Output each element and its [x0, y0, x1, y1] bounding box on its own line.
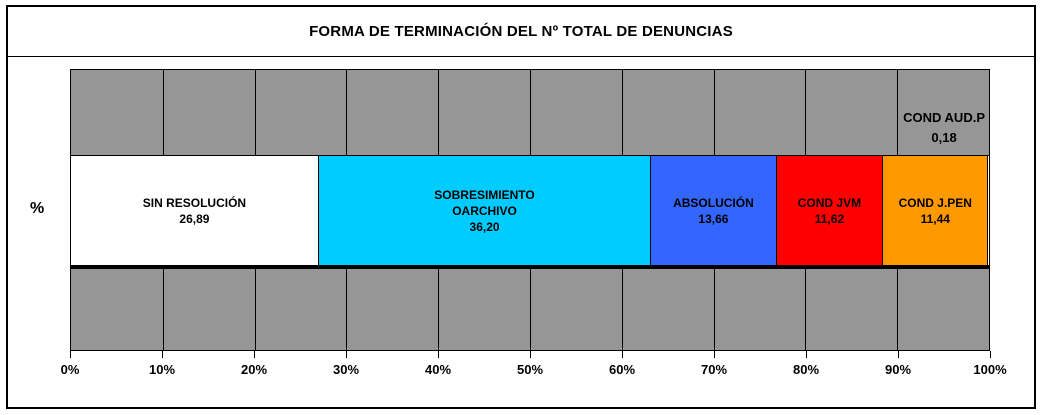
tick-mark	[438, 351, 439, 358]
y-axis-label: %	[30, 200, 45, 217]
segment-value: 11,44	[920, 212, 950, 226]
x-axis-labels: 0% 10% 20% 30% 40% 50% 60% 70% 80% 90% 100%	[61, 362, 1007, 382]
segment-name: SOBRESIMIENTO OARCHIVO	[434, 187, 535, 218]
segment-label-cond-aud-p: COND AUD.P 0,18	[903, 110, 985, 145]
tick-mark	[898, 351, 899, 358]
x-tick-label: 30%	[332, 362, 360, 377]
bar-segment-cond-j-pen: COND J.PEN 11,44	[882, 156, 988, 266]
x-tick-label: 0%	[60, 362, 80, 377]
x-tick-label: 100%	[973, 362, 1007, 377]
x-tick-label: 20%	[240, 362, 268, 377]
stacked-bar: SIN RESOLUCIÓN 26,89 SOBRESIMIENTO OARCHIV…	[71, 155, 989, 267]
chart-frame: FORMA DE TERMINACIÓN DEL Nº TOTAL DE DEN…	[6, 5, 1036, 409]
x-tick-label: 90%	[884, 362, 912, 377]
bar-segment-sobresimiento-oarchivo: SOBRESIMIENTO OARCHIVO 36,20	[317, 156, 651, 266]
bar-segment-sin-resoluci-n: SIN RESOLUCIÓN 26,89	[71, 156, 318, 266]
tick-mark	[70, 351, 71, 358]
tick-mark	[714, 351, 715, 358]
tick-mark	[530, 351, 531, 358]
segment-name: COND J.PEN	[898, 195, 972, 210]
x-tick-label: 80%	[792, 362, 820, 377]
tick-mark	[254, 351, 255, 358]
tick-mark	[346, 351, 347, 358]
tick-mark	[806, 351, 807, 358]
plot-area: SIN RESOLUCIÓN 26,89 SOBRESIMIENTO OARCHIV…	[70, 69, 990, 351]
x-tick-label: 10%	[148, 362, 176, 377]
bar-segment-cond-jvm: COND JVM 11,62	[775, 156, 883, 266]
tick-mark	[162, 351, 163, 358]
x-axis-ticks	[70, 351, 991, 358]
segment-value: 26,89	[179, 212, 210, 226]
segment-name: SIN RESOLUCIÓN	[142, 195, 247, 210]
category-axis-line	[71, 265, 989, 269]
x-tick-label: 70%	[700, 362, 728, 377]
bar-segment-absoluci-n: ABSOLUCIÓN 13,66	[650, 156, 776, 266]
segment-value: 36,20	[469, 220, 500, 235]
x-tick-label: 40%	[424, 362, 452, 377]
chart-title: FORMA DE TERMINACIÓN DEL Nº TOTAL DE DEN…	[8, 7, 1034, 57]
x-tick-label: 50%	[516, 362, 544, 377]
segment-value: 11,62	[814, 212, 845, 226]
segment-name: ABSOLUCIÓN	[673, 195, 754, 210]
segment-value: 13,66	[698, 212, 729, 226]
tick-mark	[622, 351, 623, 358]
x-tick-label: 60%	[608, 362, 636, 377]
bar-segment-cond-aud-p	[987, 156, 989, 266]
tick-mark	[990, 351, 991, 358]
segment-name: COND JVM	[797, 195, 862, 210]
